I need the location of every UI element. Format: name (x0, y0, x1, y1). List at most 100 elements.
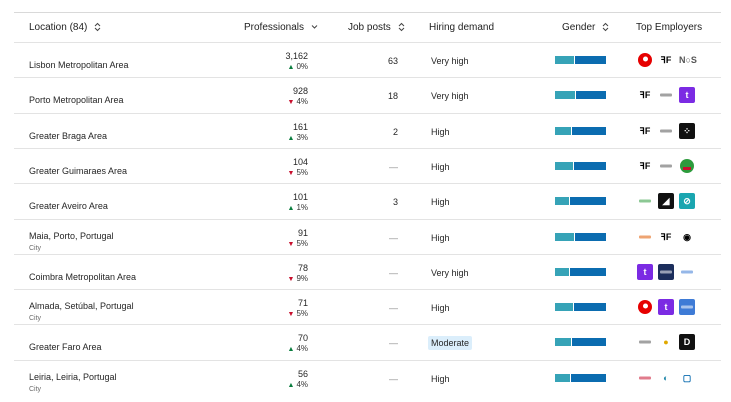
employer-logo-text: ◉ (683, 232, 691, 242)
table-row[interactable]: Leiria, Leiria, Portugal City 56 ▲ 4% — High ◐ ▢ (14, 360, 721, 396)
talkdesk-logo-icon[interactable]: t (658, 299, 674, 315)
professionals-count: 56 (297, 369, 308, 379)
location-type: City (29, 245, 42, 252)
gender-bar-segment-a (555, 91, 575, 99)
company-logo-icon[interactable] (679, 299, 695, 315)
employer-logo-text: ⊘ (683, 196, 691, 206)
professionals-change: ▼ 5% (288, 168, 309, 177)
location-name[interactable]: Leiria, Leiria, Portugal (29, 372, 117, 382)
table-row[interactable]: Almada, Setúbal, Portugal City 71 ▼ 5% — High t (14, 289, 721, 325)
column-header-location[interactable]: Location (84) (29, 13, 101, 43)
table-row[interactable]: Maia, Porto, Portugal City 91 ▼ 5% — High ꟻF ◉ (14, 219, 721, 255)
location-name[interactable]: Greater Guimaraes Area (29, 166, 128, 176)
gender-bar-segment-a (555, 268, 569, 276)
company-logo-icon[interactable]: ● (658, 334, 674, 350)
employer-logo-text: ꟻF (639, 126, 651, 136)
gender-bar-segment-b (572, 127, 606, 135)
gender-bar[interactable] (555, 374, 606, 382)
location-name[interactable]: Lisbon Metropolitan Area (29, 60, 129, 70)
hiring-demand-level: High (431, 127, 450, 137)
company-logo-icon[interactable] (658, 264, 674, 280)
employer-logo-text: D (683, 337, 691, 347)
gender-bar[interactable] (555, 303, 606, 311)
job-posts-count: — (389, 374, 398, 384)
company-logo-icon[interactable] (658, 123, 674, 139)
gender-bar-segment-a (555, 127, 571, 135)
company-logo-icon[interactable]: D (679, 334, 695, 350)
hiring-demand-level: Very high (431, 56, 469, 66)
gender-bar-segment-b (572, 338, 606, 346)
company-logo-icon[interactable] (679, 264, 695, 280)
hiring-demand-level: Very high (431, 91, 469, 101)
column-header-professionals[interactable]: Professionals (244, 13, 318, 43)
location-name[interactable]: Greater Faro Area (29, 342, 102, 352)
company-logo-icon[interactable]: ◐ (658, 370, 674, 386)
employer-logo-text: ꟻF (660, 55, 672, 65)
location-name[interactable]: Greater Aveiro Area (29, 201, 108, 211)
gender-bar[interactable] (555, 197, 606, 205)
employer-logo-text: ◢ (662, 196, 670, 206)
gender-bar[interactable] (555, 268, 606, 276)
table-row[interactable]: Greater Aveiro Area 101 ▲ 1% 3 High ◢ ⊘ (14, 183, 721, 219)
professionals-change: ▼ 5% (288, 309, 309, 318)
column-header-gender-label: Gender (562, 22, 596, 33)
talkdesk-logo-icon[interactable]: t (637, 264, 653, 280)
table-row[interactable]: Lisbon Metropolitan Area 3,162 ▲ 0% 63 Very h… (14, 42, 721, 78)
gender-bar[interactable] (555, 338, 606, 346)
dots-logo-icon[interactable]: ⁘ (679, 123, 695, 139)
professionals-count: 78 (297, 263, 308, 273)
gender-bar[interactable] (555, 56, 606, 64)
company-logo-icon[interactable] (658, 87, 674, 103)
farfetch-logo-icon[interactable]: ꟻF (637, 87, 653, 103)
location-name[interactable]: Coimbra Metropolitan Area (29, 272, 137, 282)
professionals-change: ▲ 3% (288, 133, 309, 142)
job-posts-count: — (389, 233, 398, 243)
farfetch-logo-icon[interactable]: ꟻF (658, 52, 674, 68)
gender-bar[interactable] (555, 91, 606, 99)
gender-bar[interactable] (555, 162, 606, 170)
location-name[interactable]: Almada, Setúbal, Portugal (29, 301, 134, 311)
farfetch-logo-icon[interactable]: ꟻF (637, 158, 653, 174)
job-posts-count: 63 (387, 56, 398, 66)
professionals-count: 71 (297, 298, 308, 308)
employer-logo-text: ꟻF (639, 161, 651, 171)
location-name[interactable]: Greater Braga Area (29, 131, 108, 141)
company-logo-icon[interactable] (637, 334, 653, 350)
hiring-demand-level: High (431, 374, 450, 384)
company-logo-icon[interactable]: ◢ (658, 193, 674, 209)
company-logo-icon[interactable]: ▢ (679, 370, 695, 386)
chevron-down-icon (311, 25, 318, 30)
company-logo-icon[interactable] (658, 158, 674, 174)
company-logo-icon[interactable]: ⊘ (679, 193, 695, 209)
vodafone-logo-icon[interactable] (637, 299, 653, 315)
sonae-logo-icon[interactable] (679, 158, 695, 174)
employer-logo-text: t (664, 302, 668, 312)
gender-bar[interactable] (555, 127, 606, 135)
company-logo-icon[interactable]: ◉ (679, 229, 695, 245)
professionals-count: 70 (297, 333, 308, 343)
company-logo-icon[interactable] (637, 193, 653, 209)
professionals-change: ▲ 4% (288, 344, 309, 353)
farfetch-logo-icon[interactable]: ꟻF (637, 123, 653, 139)
nos-logo-icon[interactable]: N○S (679, 52, 697, 68)
table-row[interactable]: Greater Faro Area 70 ▲ 4% — Moderate ● D (14, 324, 721, 360)
table-row[interactable]: Greater Guimaraes Area 104 ▼ 5% — High ꟻF (14, 148, 721, 184)
location-name[interactable]: Maia, Porto, Portugal (29, 231, 114, 241)
employer-logo-text: ⁘ (683, 126, 691, 136)
company-logo-icon[interactable] (637, 229, 653, 245)
table-row[interactable]: Greater Braga Area 161 ▲ 3% 2 High ꟻF ⁘ (14, 113, 721, 149)
gender-bar[interactable] (555, 233, 606, 241)
company-logo-icon[interactable] (637, 370, 653, 386)
table-row[interactable]: Porto Metropolitan Area 928 ▼ 4% 18 Very high… (14, 77, 721, 113)
talkdesk-logo-icon[interactable]: t (679, 87, 695, 103)
column-header-gender[interactable]: Gender (562, 13, 609, 43)
hiring-demand-level: Very high (431, 268, 469, 278)
gender-bar-segment-b (575, 233, 606, 241)
vodafone-logo-icon[interactable] (637, 52, 653, 68)
table-row[interactable]: Coimbra Metropolitan Area 78 ▼ 9% — Very high… (14, 254, 721, 290)
farfetch-logo-icon[interactable]: ꟻF (658, 229, 674, 245)
column-header-job-posts[interactable]: Job posts (348, 13, 405, 43)
location-name[interactable]: Porto Metropolitan Area (29, 95, 124, 105)
column-header-location-label: Location (84) (29, 22, 88, 33)
gender-bar-segment-a (555, 338, 571, 346)
